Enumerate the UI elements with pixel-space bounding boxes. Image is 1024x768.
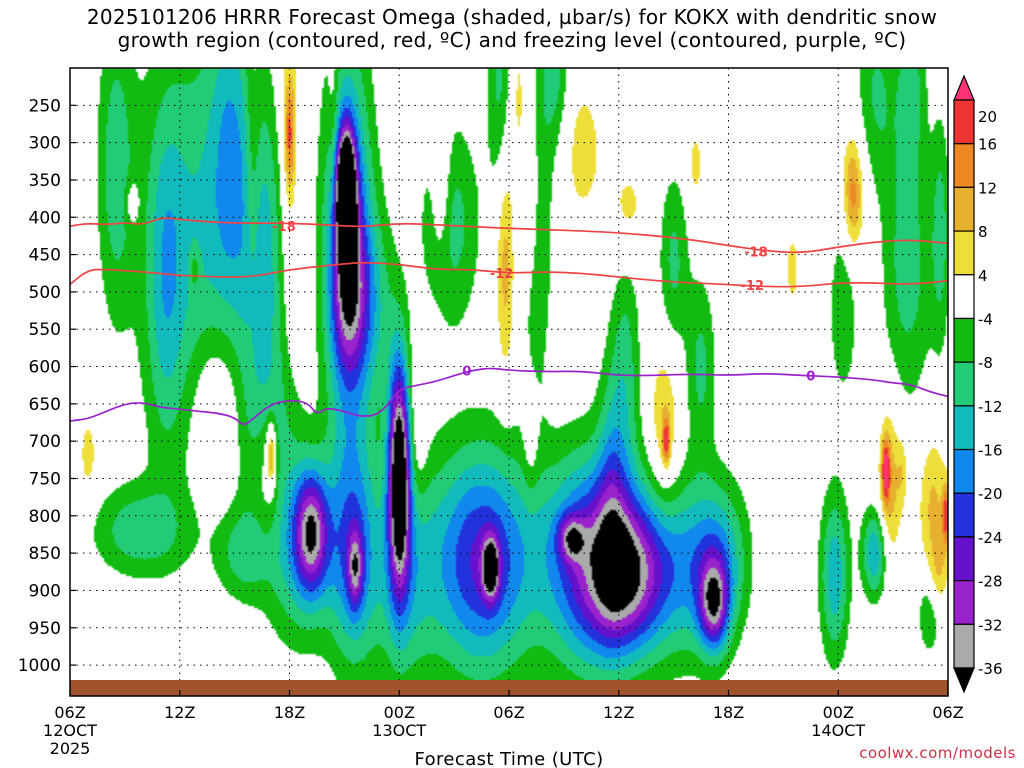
y-tick-label: 350 — [29, 171, 61, 191]
colorbar-swatch — [953, 317, 975, 363]
source-credit: coolwx.com/models — [859, 744, 1016, 762]
colorbar-bottom-triangle — [953, 667, 975, 694]
x-tick-label: 18Z — [713, 703, 744, 722]
grid-lines — [70, 68, 948, 680]
contour-0 — [70, 367, 948, 426]
colorbar-swatch — [953, 492, 975, 538]
contour-label--12: -12 — [490, 267, 514, 282]
x-tick-label: 00Z — [384, 703, 415, 722]
contour-label-0: 0 — [462, 364, 471, 379]
y-tick-label: 750 — [29, 469, 61, 489]
colorbar-swatch — [953, 99, 975, 145]
y-tick-label: 500 — [29, 283, 61, 303]
chart-title: 2025101206 HRRR Forecast Omega (shaded, … — [0, 6, 1024, 52]
colorbar-swatch — [953, 274, 975, 320]
colorbar-swatch — [953, 448, 975, 494]
contour--18 — [70, 217, 948, 254]
contour-layer — [70, 217, 948, 426]
contour-label-0: 0 — [806, 369, 815, 384]
colorbar: 20 16 12 8 4 -4 -8 -12 -16 -20 -24 -28 -32 -36 — [953, 74, 1003, 694]
x-tick-label: 12Z — [603, 703, 634, 722]
x-tick-label: 06Z — [493, 703, 524, 722]
x-tick-label: 14OCT — [811, 721, 865, 740]
colorbar-label: 4 — [978, 267, 988, 285]
x-tick-label: 06Z — [54, 703, 85, 722]
y-tick-label: 650 — [29, 395, 61, 415]
contour-label--18: -18 — [744, 246, 768, 261]
contour-label--12: -12 — [741, 279, 765, 294]
colorbar-label: -24 — [978, 529, 1003, 547]
colorbar-label: -4 — [978, 310, 993, 328]
colorbar-swatch — [953, 405, 975, 451]
colorbar-label: -32 — [978, 616, 1003, 634]
colorbar-swatch — [953, 536, 975, 582]
colorbar-label: 20 — [978, 108, 997, 126]
colorbar-label: 16 — [978, 136, 997, 154]
y-tick-label: 400 — [29, 208, 61, 228]
title-line-2: growth region (contoured, red, ºC) and f… — [117, 28, 907, 52]
y-tick-label: 800 — [29, 507, 61, 527]
colorbar-label: -16 — [978, 442, 1003, 460]
x-tick-label: 2025 — [50, 739, 91, 758]
colorbar-label: -28 — [978, 573, 1003, 591]
y-tick-label: 450 — [29, 246, 61, 266]
colorbar-swatch — [953, 580, 975, 625]
y-tick-label: 850 — [29, 544, 61, 564]
colorbar-label: -12 — [978, 398, 1003, 416]
y-axis: 250 300 350 400 450 500 550 600 650 700 750 800 850 9… — [18, 96, 76, 676]
y-tick-label: 900 — [29, 581, 61, 601]
colorbar-label: -8 — [978, 354, 993, 372]
contour--12 — [70, 261, 948, 288]
colorbar-label: 8 — [978, 223, 988, 241]
colorbar-swatch — [953, 230, 975, 276]
colorbar-swatch — [953, 143, 975, 188]
y-tick-label: 550 — [29, 320, 61, 340]
x-tick-label: 13OCT — [372, 721, 426, 740]
y-tick-label: 250 — [29, 96, 61, 116]
colorbar-label: 12 — [978, 179, 997, 197]
x-tick-label: 06Z — [932, 703, 963, 722]
title-line-1: 2025101206 HRRR Forecast Omega (shaded, … — [86, 5, 938, 29]
contour-label--18: -18 — [272, 220, 296, 235]
colorbar-label: -36 — [978, 660, 1003, 678]
y-tick-label: 300 — [29, 134, 61, 154]
colorbar-top-triangle — [953, 74, 975, 101]
colorbar-swatch — [953, 186, 975, 232]
y-tick-label: 700 — [29, 432, 61, 452]
x-tick-label: 00Z — [823, 703, 854, 722]
y-tick-label: 950 — [29, 619, 61, 639]
y-tick-label: 600 — [29, 358, 61, 378]
contour-labels: -18 -18 -12 -12 0 0 — [272, 220, 815, 384]
x-axis-title: Forecast Time (UTC) — [415, 749, 604, 768]
x-tick-label: 18Z — [274, 703, 305, 722]
x-tick-label: 12OCT — [43, 721, 97, 740]
x-tick-label: 12Z — [164, 703, 195, 722]
y-tick-label: 1000 — [18, 656, 61, 676]
colorbar-swatch — [953, 361, 975, 407]
colorbar-label: -20 — [978, 485, 1003, 503]
colorbar-swatch — [953, 623, 975, 669]
